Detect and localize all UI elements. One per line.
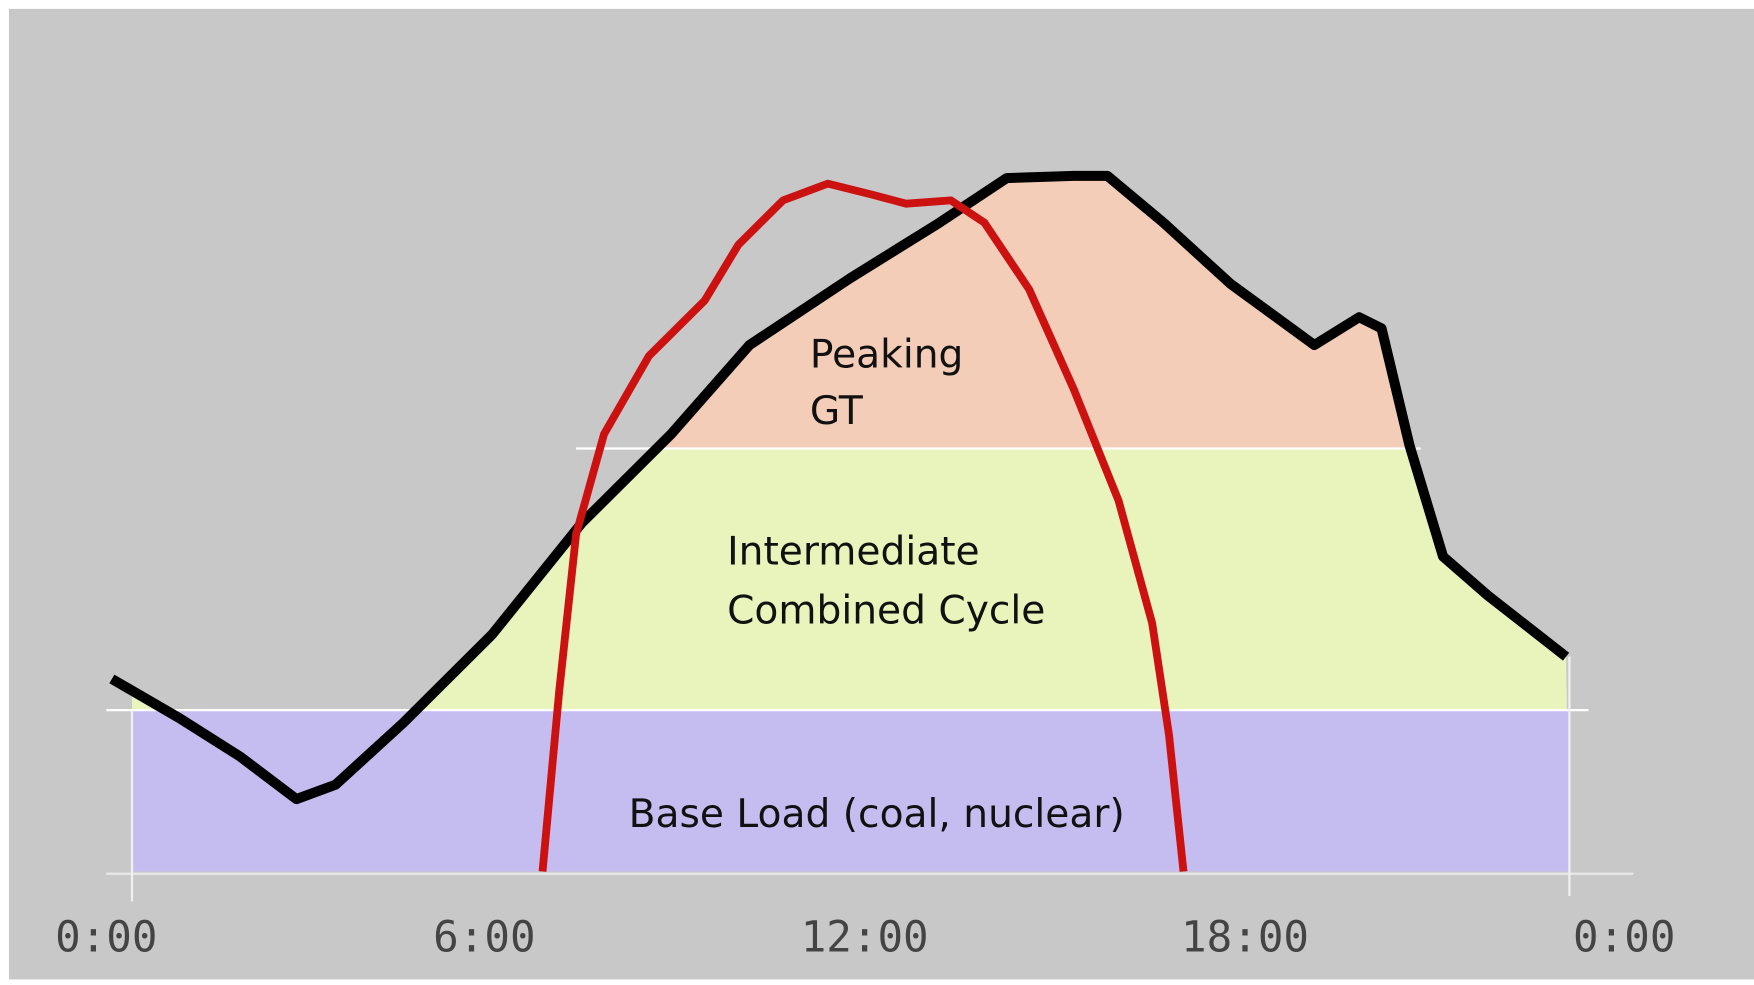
region-label: Intermediate [727, 529, 980, 574]
demand-curve [109, 170, 1570, 805]
x-tick-label: 0:00 [1573, 913, 1675, 962]
region-label: Peaking [810, 332, 963, 377]
x-tick-label: 6:00 [433, 913, 535, 962]
region-label: GT [810, 389, 863, 434]
region-label: Base Load (coal, nuclear) [629, 792, 1125, 837]
x-tick-label: 12:00 [801, 913, 929, 962]
base-band [131, 710, 1570, 872]
x-tick-label: 18:00 [1181, 913, 1309, 962]
solar-curve [538, 179, 1188, 872]
region-label: Combined Cycle [727, 588, 1045, 633]
x-tick-label: 0:00 [55, 913, 157, 962]
